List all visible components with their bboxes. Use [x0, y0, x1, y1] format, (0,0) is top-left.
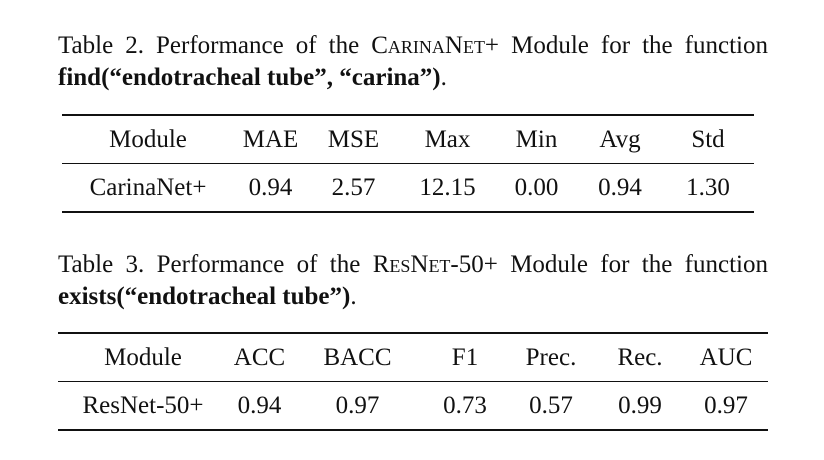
table2-header-mse: MSE — [327, 125, 380, 153]
table3-caption-suffix: . — [350, 283, 357, 310]
table3: Module ACC BACC F1 Prec. Rec. AUC ResNet… — [58, 332, 768, 431]
table3-cell-acc: 0.94 — [237, 391, 282, 419]
table2-cell-std: 1.30 — [686, 173, 730, 201]
table2-header-min: Min — [515, 125, 558, 153]
table3-header-module: Module — [104, 343, 182, 371]
table3-header-bacc: BACC — [323, 343, 392, 371]
table2-header-module: Module — [109, 125, 187, 153]
table3-caption-prefix: Table 3. Performance of the — [58, 251, 373, 278]
table2-header-avg: Avg — [599, 125, 641, 153]
table3-cell-module: ResNet-50+ — [82, 391, 204, 419]
table3-header-f1: F1 — [451, 343, 479, 371]
table2-cell-min: 0.00 — [514, 173, 559, 201]
table2-cell-avg: 0.94 — [598, 173, 642, 201]
table2-caption-suffix: . — [440, 64, 447, 91]
table2-header-std: Std — [691, 125, 725, 153]
table2-function-name: find(“endotracheal tube”, “carina”) — [58, 64, 441, 91]
table2-caption-mid: Module for the function — [499, 32, 768, 59]
table3-cell-bacc: 0.97 — [335, 391, 380, 419]
table2-module-name: CarinaNet+ — [371, 32, 500, 59]
table2-caption-prefix: Table 2. Performance of the — [58, 32, 372, 59]
table3-header-acc: ACC — [233, 343, 286, 371]
table3-caption: Table 3. Performance of the ResNet-50+ M… — [58, 249, 768, 313]
table3-header-prec: Prec. — [525, 343, 577, 371]
table2-cell-max: 12.15 — [419, 173, 476, 201]
table2-caption: Table 2. Performance of the CarinaNet+ M… — [58, 30, 768, 94]
table2-cell-mse: 2.57 — [331, 173, 376, 201]
table2-header-mae: MAE — [242, 125, 299, 153]
table3-caption-mid: Module for the function — [497, 251, 768, 278]
table-row: ResNet-50+ 0.94 0.97 0.73 0.57 0.99 0.97 — [58, 382, 768, 430]
table2-header-max: Max — [424, 125, 471, 153]
table3-header-auc: AUC — [699, 343, 753, 371]
table3-cell-rec: 0.99 — [618, 391, 662, 419]
table3-cell-f1: 0.73 — [443, 391, 487, 419]
table-row: CarinaNet+ 0.94 2.57 12.15 0.00 0.94 1.3… — [62, 164, 754, 212]
table3-cell-auc: 0.97 — [704, 391, 748, 419]
table2-cell-mae: 0.94 — [248, 173, 293, 201]
table3-header-rec: Rec. — [617, 343, 663, 371]
table3-module-name: ResNet-50+ — [372, 251, 498, 278]
table3-cell-prec: 0.57 — [529, 391, 573, 419]
table2-cell-module: CarinaNet+ — [89, 173, 207, 201]
table2-header-row: Module MAE MSE Max Min Avg Std — [62, 115, 754, 164]
table3-function-name: exists(“endotracheal tube”) — [58, 283, 351, 310]
table2: Module MAE MSE Max Min Avg Std CarinaNet… — [62, 114, 754, 213]
table3-header-row: Module ACC BACC F1 Prec. Rec. AUC — [58, 333, 768, 382]
